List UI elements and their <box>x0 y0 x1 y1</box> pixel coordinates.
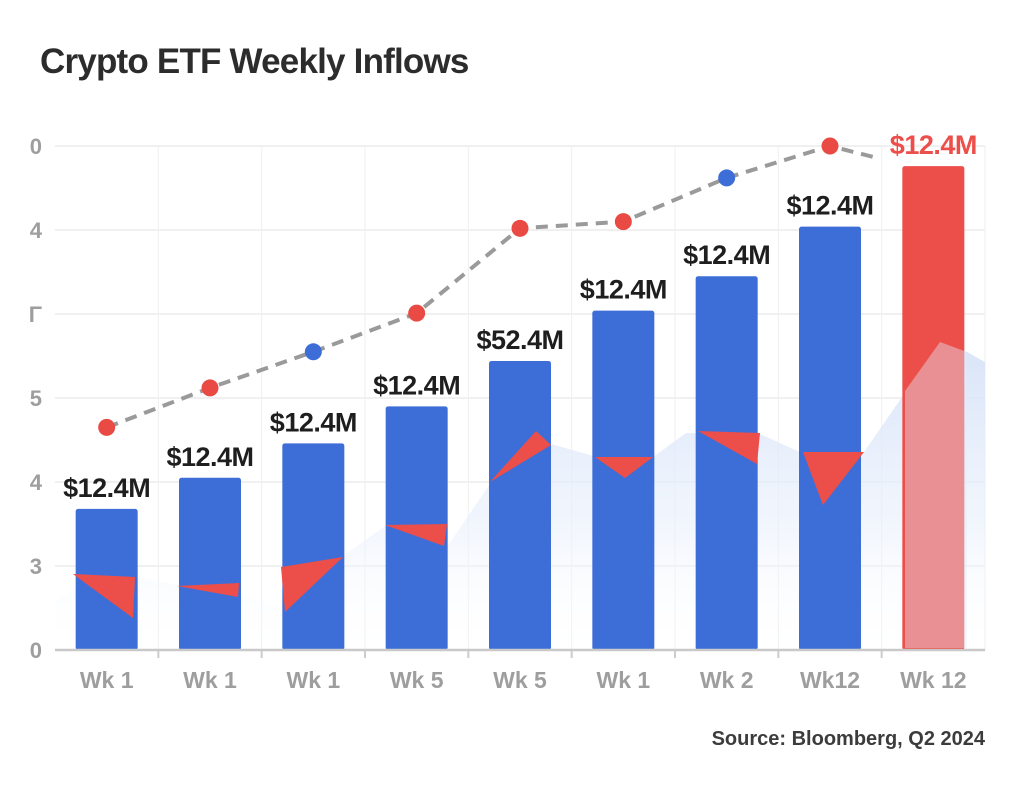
red-accent <box>490 431 551 482</box>
chart-title: Crypto ETF Weekly Inflows <box>40 42 469 81</box>
trend-point <box>718 169 736 187</box>
value-label: $52.4M <box>476 325 563 355</box>
value-label: $12.4M <box>580 275 667 305</box>
value-label: $12.4M <box>786 191 873 221</box>
y-tick-label: 0 <box>30 638 42 663</box>
red-accent <box>698 431 760 464</box>
x-tick-label: Wk 1 <box>183 667 237 693</box>
x-tick-label: Wk12 <box>800 667 860 693</box>
background-area-overlay <box>905 342 967 648</box>
x-tick-label: Wk 1 <box>80 667 134 693</box>
bar <box>902 166 965 650</box>
red-accent <box>385 524 447 546</box>
x-tick-label: Wk 12 <box>900 667 966 693</box>
trend-point <box>304 343 322 361</box>
y-tick-label: 4 <box>30 470 43 495</box>
bar <box>592 310 655 650</box>
bar <box>282 443 345 650</box>
y-tick-label: 5 <box>30 386 42 411</box>
value-label: $12.4M <box>63 473 150 503</box>
trend-point <box>98 418 116 436</box>
x-tick-label: Wk 2 <box>700 667 754 693</box>
trend-point <box>821 137 839 155</box>
y-tick-label: Γ <box>29 302 42 327</box>
trend-point <box>201 379 219 397</box>
y-tick-label: 0 <box>30 134 42 159</box>
y-tick-label: 3 <box>30 554 42 579</box>
x-tick-label: Wk 1 <box>286 667 340 693</box>
y-tick-label: 4 <box>30 218 43 243</box>
source-caption: Source: Bloomberg, Q2 2024 <box>711 728 985 750</box>
trend-point <box>511 219 529 237</box>
trend-point <box>408 304 426 322</box>
x-tick-label: Wk 1 <box>596 667 650 693</box>
red-accent <box>73 574 135 618</box>
red-accent <box>281 557 343 612</box>
value-label: $12.4M <box>683 240 770 270</box>
red-accent <box>177 583 239 597</box>
bar <box>179 477 241 650</box>
value-label: $12.4M <box>890 130 977 160</box>
bar <box>695 276 758 650</box>
red-accent <box>803 452 864 505</box>
red-accent <box>595 457 653 478</box>
trend-point <box>614 213 632 231</box>
bar <box>489 361 551 650</box>
bar <box>799 226 861 650</box>
value-label: $12.4M <box>166 442 253 472</box>
x-tick-label: Wk 5 <box>390 667 444 693</box>
value-label: $12.4M <box>373 370 460 400</box>
value-label: $12.4M <box>270 407 357 437</box>
x-tick-label: Wk 5 <box>493 667 547 693</box>
